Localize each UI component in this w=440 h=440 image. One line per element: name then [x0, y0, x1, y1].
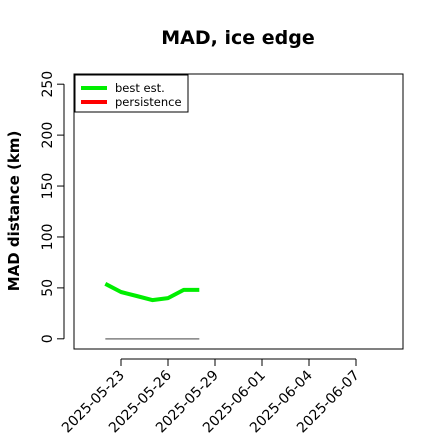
legend-box: [74, 74, 189, 113]
legend-label: persistence: [115, 95, 182, 109]
plot-frame: [73, 73, 404, 350]
y-tick-label: 150: [40, 173, 56, 200]
y-tick-label: 50: [40, 279, 56, 297]
y-tick-label: 0: [40, 334, 56, 343]
series-layer: [104, 282, 200, 340]
chart-title: MAD, ice edge: [161, 27, 314, 49]
series-line-0: [104, 282, 200, 303]
y-tick-label: 200: [40, 122, 56, 149]
y-tick-label: 250: [40, 71, 56, 98]
x-axis: 2025-05-232025-05-262025-05-292025-06-01…: [59, 358, 363, 436]
y-axis: 0 50 100 150 200 250: [40, 71, 65, 343]
y-tick-label: 100: [40, 224, 56, 251]
legend-label: best est.: [115, 81, 165, 95]
legend: best est.persistence: [74, 74, 189, 113]
y-axis-label: MAD distance (km): [5, 131, 23, 292]
